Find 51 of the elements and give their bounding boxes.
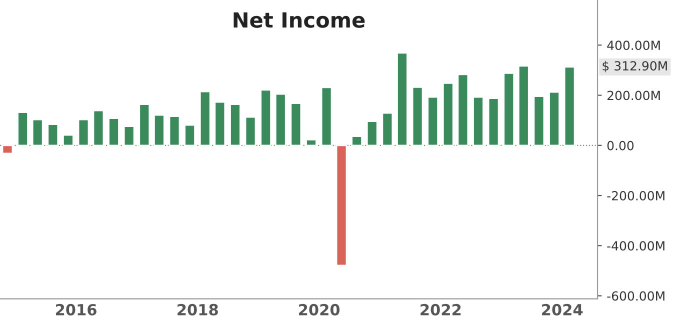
y-tick-label: 200.00M [607, 90, 660, 100]
bar [472, 96, 484, 146]
bar [244, 116, 256, 146]
bar [427, 96, 439, 146]
bar [168, 116, 180, 146]
bar [396, 52, 408, 146]
bar [351, 136, 362, 146]
bar [306, 138, 317, 146]
bar [214, 101, 226, 146]
bar [154, 114, 165, 146]
bar [518, 65, 530, 146]
x-tick-label: 2022 [420, 304, 461, 316]
bar [184, 124, 196, 146]
bar [62, 134, 74, 146]
chart-title: Net Income [234, 12, 365, 28]
x-tick-label: 2018 [178, 304, 218, 316]
bar [382, 112, 394, 146]
y-tick-label: -600.00M [607, 291, 664, 301]
bar [78, 118, 90, 146]
bar [230, 104, 241, 146]
bar [2, 144, 14, 154]
bar [123, 126, 135, 146]
bar [138, 104, 150, 146]
text: $ 312.90M [602, 60, 667, 72]
x-tick-label: 2020 [299, 304, 340, 316]
bar [564, 66, 576, 146]
bar [92, 110, 104, 146]
bar [260, 89, 272, 146]
bar [32, 118, 44, 146]
bar [533, 96, 545, 146]
y-tick-label: 0.00 [607, 140, 634, 150]
bar [199, 90, 211, 146]
bar [336, 144, 348, 266]
x-tick-label: 2024 [542, 304, 583, 316]
bar [290, 102, 302, 146]
x-tick-label: 2016 [56, 304, 96, 316]
y-tick-label: -400.00M [607, 241, 664, 251]
y-tick-label: -200.00M [607, 190, 664, 200]
y-tick-label: 400.00M [607, 40, 660, 50]
bar [274, 93, 286, 146]
bar [457, 74, 469, 146]
bar [320, 86, 332, 146]
bar [412, 86, 424, 146]
bar [442, 82, 454, 146]
bar [503, 72, 515, 146]
bar [108, 118, 120, 146]
bar [366, 120, 378, 146]
bar [548, 91, 560, 146]
bar [488, 98, 500, 146]
bar [17, 112, 28, 146]
bar [47, 124, 59, 146]
